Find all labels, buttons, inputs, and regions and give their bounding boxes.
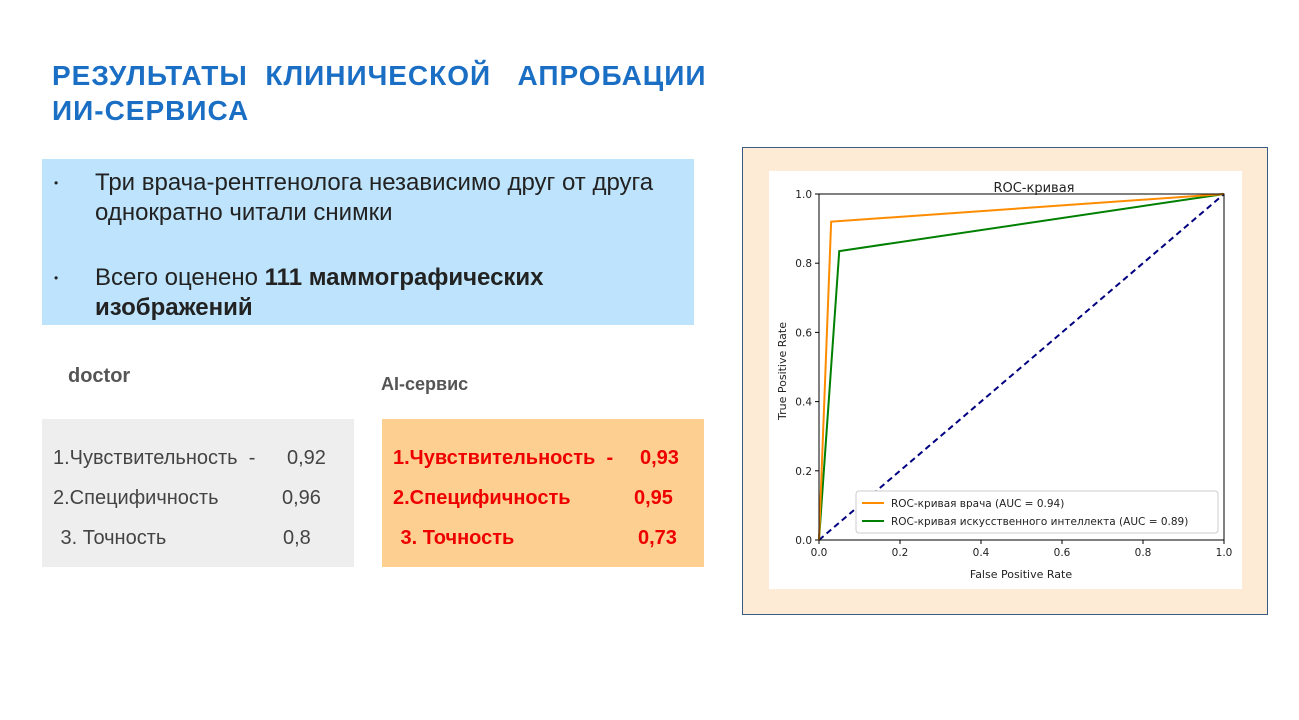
ai-specificity-value: 0,95 bbox=[634, 487, 673, 509]
legend-label-ai: ROC-кривая искусственного интеллекта (AU… bbox=[891, 516, 1188, 528]
y-tick-label: 0.6 bbox=[795, 327, 812, 339]
doctor-specificity-value: 0,96 bbox=[282, 487, 321, 509]
x-tick-label: 0.6 bbox=[1054, 547, 1071, 559]
ai-service-label: AI-сервис bbox=[381, 374, 469, 394]
plot-area bbox=[818, 193, 1225, 541]
y-tick-label: 1.0 bbox=[795, 189, 812, 201]
y-tick-label: 0.8 bbox=[795, 258, 812, 270]
roc-chart: ROC-кривая 0.0 0.2 0.4 0.6 0.8 1.0 0.0 0.2 0.4 0.… bbox=[776, 181, 1233, 581]
x-tick-label: 0.4 bbox=[973, 547, 990, 559]
x-tick-label: 0.8 bbox=[1135, 547, 1152, 559]
bullet-text-prefix: Всего оценено bbox=[95, 264, 265, 291]
y-axis-label: True Positive Rate bbox=[776, 322, 789, 421]
x-tick-label: 0.2 bbox=[892, 547, 909, 559]
ai-accuracy-label: 3. Точность bbox=[395, 527, 515, 549]
slide-title-line1: РЕЗУЛЬТАТЫ КЛИНИЧЕСКОЙ АПРОБАЦИИ bbox=[52, 60, 707, 91]
chart-panel: ROC-кривая 0.0 0.2 0.4 0.6 0.8 1.0 0.0 0.2 0.4 0.… bbox=[769, 171, 1242, 589]
chart-legend: ROC-кривая врача (AUC = 0.94) ROC-кривая… bbox=[855, 490, 1219, 534]
ai-metrics-box: 1.Чувствительность - 0,93 2.Специфичност… bbox=[382, 419, 704, 567]
x-tick-label: 0.0 bbox=[811, 547, 828, 559]
bullet-text-bold: 111 маммографических изображений bbox=[95, 264, 544, 321]
y-tick-label: 0.0 bbox=[795, 535, 812, 547]
doctor-accuracy-value: 0,8 bbox=[283, 527, 311, 549]
doctor-metrics-box: 1.Чувствительность - 0,92 2.Специфичност… bbox=[42, 419, 354, 567]
bullet-marker: • bbox=[54, 176, 59, 190]
slide-title-line2: ИИ-СЕРВИСА bbox=[52, 95, 250, 126]
chart-frame: ROC-кривая 0.0 0.2 0.4 0.6 0.8 1.0 0.0 0.2 0.4 0.… bbox=[742, 147, 1268, 615]
doctor-specificity-label: 2.Специфичность bbox=[53, 487, 219, 509]
doctor-sensitivity-label: 1.Чувствительность - bbox=[53, 447, 256, 469]
doctor-label: doctor bbox=[68, 365, 131, 387]
ai-sensitivity-label: 1.Чувствительность - bbox=[393, 447, 614, 469]
bullet-box: • Три врача-рентгенолога независимо друг… bbox=[42, 159, 694, 325]
ai-accuracy-value: 0,73 bbox=[638, 527, 677, 549]
roc-line-doctor bbox=[818, 193, 1225, 541]
doctor-sensitivity-value: 0,92 bbox=[287, 447, 326, 469]
diagonal-reference-line bbox=[818, 193, 1225, 541]
bullet-text: Всего оценено 111 маммографических изобр… bbox=[95, 263, 695, 323]
chart-title: ROC-кривая bbox=[993, 181, 1074, 196]
y-tick-label: 0.4 bbox=[795, 397, 812, 409]
y-tick-label: 0.2 bbox=[795, 466, 812, 478]
slide-title: РЕЗУЛЬТАТЫ КЛИНИЧЕСКОЙ АПРОБАЦИИ ИИ-СЕРВ… bbox=[52, 58, 707, 128]
x-tick-label: 1.0 bbox=[1216, 547, 1233, 559]
ai-sensitivity-value: 0,93 bbox=[640, 447, 679, 469]
bullet-marker: • bbox=[54, 271, 59, 285]
legend-box bbox=[855, 490, 1219, 534]
legend-label-doctor: ROC-кривая врача (AUC = 0.94) bbox=[891, 498, 1064, 510]
x-axis-label: False Positive Rate bbox=[970, 568, 1072, 581]
roc-line-ai bbox=[818, 193, 1225, 541]
doctor-accuracy-label: 3. Точность bbox=[55, 527, 167, 549]
ai-specificity-label: 2.Специфичность bbox=[393, 487, 571, 509]
bullet-text: Три врача-рентгенолога независимо друг о… bbox=[95, 169, 654, 226]
